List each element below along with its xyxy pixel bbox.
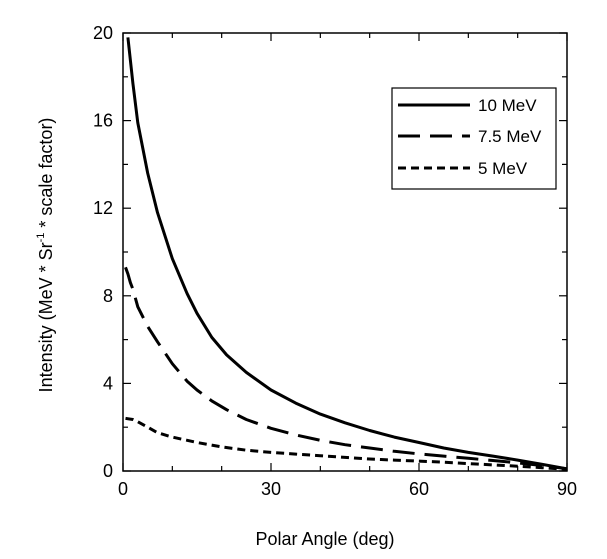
legend-label-7-5-mev: 7.5 MeV — [478, 127, 542, 146]
series-line-7-5-mev — [124, 266, 568, 471]
y-axis-title-superscript: -1 — [35, 233, 47, 243]
x-tick-label: 30 — [261, 479, 281, 499]
x-axis-tick-labels: 0 30 60 90 — [118, 479, 577, 499]
y-axis-title-suffix: * scale factor) — [36, 118, 56, 233]
y-tick-label: 4 — [103, 373, 113, 393]
series-line-10-mev — [126, 37, 568, 471]
legend: 10 MeV 7.5 MeV 5 MeV — [391, 87, 557, 190]
x-tick-label: 90 — [557, 479, 577, 499]
series-group — [124, 37, 568, 471]
x-tick-label: 60 — [409, 479, 429, 499]
y-tick-label: 12 — [93, 198, 113, 218]
y-axis-tick-labels: 0 4 8 12 16 20 — [93, 23, 113, 481]
y-tick-label: 8 — [103, 286, 113, 306]
legend-label-10-mev: 10 MeV — [478, 96, 537, 115]
y-axis-title: Intensity (MeV * Sr-1 * scale factor) — [35, 118, 56, 393]
y-axis-title-main: Intensity (MeV * Sr — [36, 242, 56, 392]
y-tick-label: 0 — [103, 461, 113, 481]
x-axis-title: Polar Angle (deg) — [255, 529, 394, 549]
x-axis-ticks — [122, 33, 568, 471]
series-line-5-mev — [125, 416, 568, 471]
y-tick-label: 16 — [93, 111, 113, 131]
y-tick-label: 20 — [93, 23, 113, 43]
legend-label-5-mev: 5 MeV — [478, 159, 528, 178]
y-axis-ticks — [123, 32, 567, 472]
x-tick-label: 0 — [118, 479, 128, 499]
